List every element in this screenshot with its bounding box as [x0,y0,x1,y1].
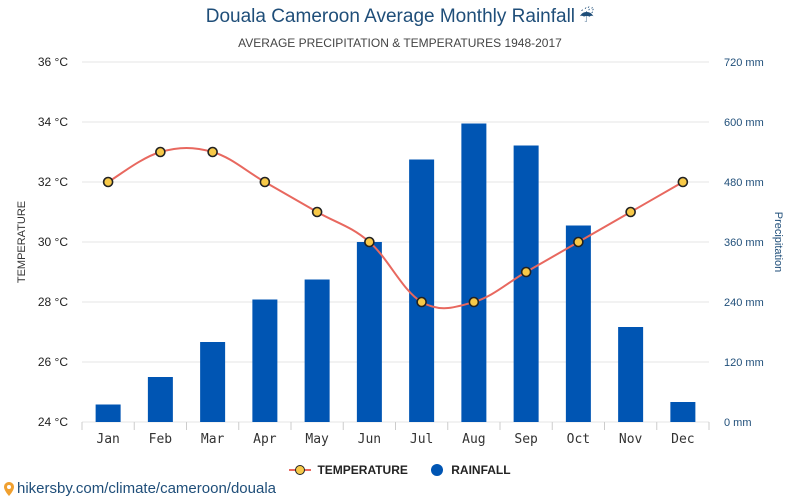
left-tick-label: 26 °C [38,355,68,369]
left-tick-label: 32 °C [38,175,68,189]
temperature-point-aug[interactable] [468,296,480,308]
rainfall-bar-may[interactable] [304,279,330,423]
right-tick-label: 0 mm [724,417,752,429]
rainfall-temperature-chart: 24 °C 0 mm 26 °C 120 mm 28 °C 240 mm 30 °C 360 … [16,55,784,447]
temperature-point-nov[interactable] [625,206,636,218]
rainfall-bar-jan[interactable] [95,404,121,423]
left-tick-label: 36 °C [38,55,68,69]
temperature-point-dec[interactable] [677,176,689,188]
temperature-point-apr[interactable] [259,176,271,188]
rainfall-bar-jun[interactable] [356,242,382,422]
legend-label-temperature: TEMPERATURE [317,463,408,477]
temperature-line-group [102,146,689,310]
right-tick-label: 720 mm [724,57,764,69]
rainfall-bars [95,123,696,423]
temperature-point-feb[interactable] [155,146,166,158]
rainfall-bar-jul[interactable] [409,159,435,423]
right-tick-label: 360 mm [724,237,764,249]
chart-subtitle: AVERAGE PRECIPITATION & TEMPERATURES 194… [238,36,562,50]
right-tick-label: 240 mm [724,297,764,309]
temperature-point-jul[interactable] [416,296,427,308]
temperature-point-mar[interactable] [207,146,218,158]
left-tick-label: 30 °C [38,235,68,249]
umbrella-rain-icon: ☔ [579,7,595,27]
left-tick-label: 28 °C [38,295,68,309]
chart-title-text: Douala Cameroon Average Monthly Rainfall [205,6,576,27]
x-tick-label: Apr [253,432,277,447]
right-tick-label: 600 mm [724,117,764,129]
right-axis-title: Precipitation [772,212,784,273]
temperature-point-sep[interactable] [520,266,532,278]
legend-item-rainfall[interactable]: RAINFALL [431,463,511,477]
temperature-point-may[interactable] [311,206,323,218]
right-tick-label: 120 mm [724,357,764,369]
rainfall-bar-aug[interactable] [461,123,487,423]
rainfall-bar-mar[interactable] [200,342,226,422]
x-tick-label: May [305,432,329,447]
rainfall-bar-oct[interactable] [565,225,591,423]
location-pin-icon [4,481,14,496]
legend-label-rainfall: RAINFALL [451,463,511,477]
x-tick-label: Feb [149,432,173,447]
x-tick-label: Aug [462,432,485,447]
rainfall-bar-apr[interactable] [252,299,278,423]
temperature-legend-marker [289,464,312,476]
rainfall-bar-dec[interactable] [670,402,696,422]
legend-item-temperature[interactable]: TEMPERATURE [289,463,408,477]
left-tick-label: 24 °C [38,415,68,429]
rainfall-bar-feb[interactable] [147,377,173,422]
x-tick-label: Jan [96,432,119,447]
grid-lines [82,61,709,423]
right-tick-label: 480 mm [724,177,764,189]
temperature-point-jan[interactable] [102,176,114,188]
left-axis-title: TEMPERATURE [16,201,28,283]
x-tick-label: Mar [201,432,225,447]
x-tick-label: Oct [567,432,590,447]
rainfall-bar-nov[interactable] [618,327,644,422]
source-link[interactable]: hikersby.com/climate/cameroon/douala [4,480,276,497]
temperature-line [107,146,684,310]
rainfall-bar-sep[interactable] [513,145,539,423]
temperature-point-oct[interactable] [573,236,584,248]
x-tick-label: Jul [410,432,433,447]
x-tick-label: Dec [671,432,694,447]
chart-legend: TEMPERATURE RAINFALL [0,463,800,479]
source-link-text: hikersby.com/climate/cameroon/douala [17,480,277,497]
x-tick-label: Nov [619,432,643,447]
left-tick-label: 34 °C [38,115,68,129]
rainfall-legend-marker [431,464,444,476]
x-tick-label: Jun [358,432,381,447]
x-tick-label: Sep [514,432,538,447]
axes: 24 °C 0 mm 26 °C 120 mm 28 °C 240 mm 30 °C 360 … [38,55,764,447]
temperature-point-jun[interactable] [364,236,375,248]
chart-title: Douala Cameroon Average Monthly Rainfall… [0,6,800,28]
